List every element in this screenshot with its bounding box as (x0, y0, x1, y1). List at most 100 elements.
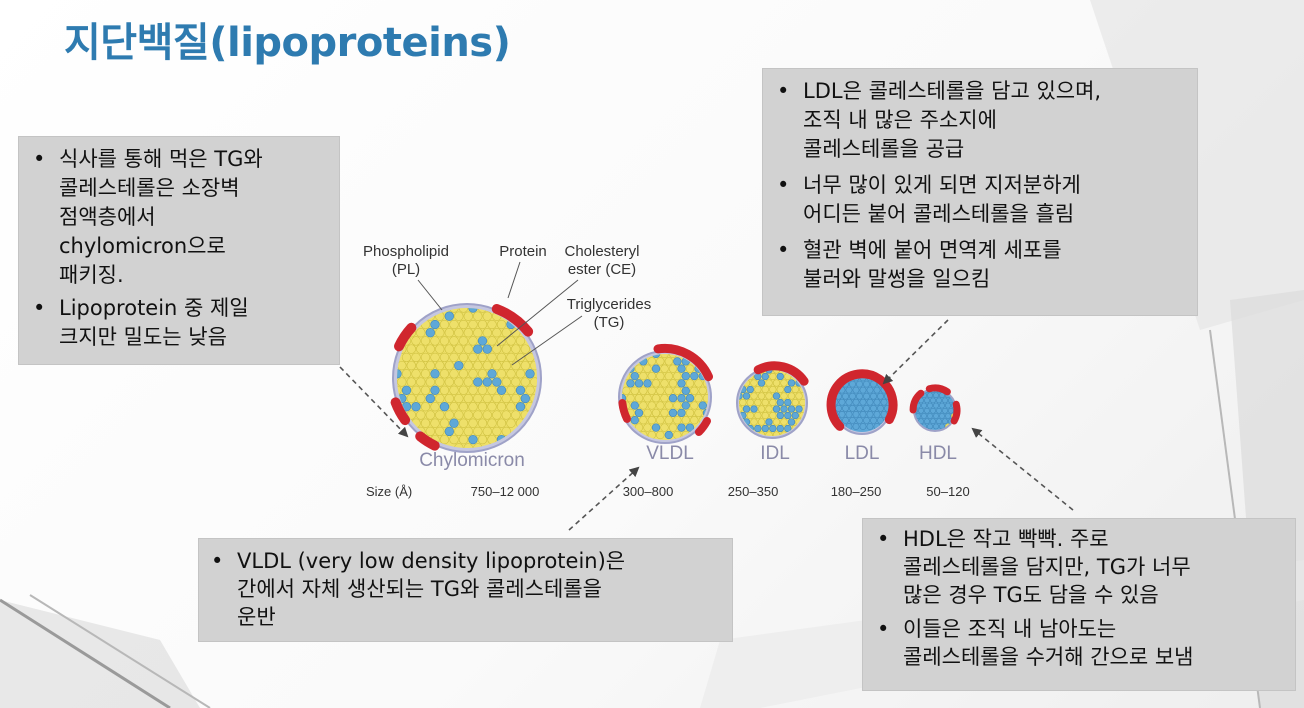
triglyceride-droplet (411, 336, 421, 346)
triglyceride-droplet (664, 371, 673, 381)
triglyceride-droplet (425, 360, 435, 371)
cholesteryl-ester-droplet (492, 377, 502, 387)
triglyceride-droplet (799, 398, 805, 407)
triglyceride-droplet (458, 336, 469, 346)
triglyceride-droplet (492, 393, 502, 404)
cholesteryl-ester-droplet (784, 398, 792, 407)
triglyceride-droplet (482, 311, 492, 321)
ldl-particle (826, 369, 898, 435)
cholesteryl-ester-droplet (842, 404, 849, 412)
triglyceride-droplet (765, 431, 773, 436)
cholesteryl-ester-droplet (852, 386, 860, 394)
triglyceride-droplet (473, 360, 483, 371)
cholesteryl-ester-droplet (780, 405, 788, 413)
triglyceride-droplet (660, 364, 669, 373)
triglyceride-droplet (673, 401, 682, 410)
triglyceride-droplet (477, 418, 488, 428)
cholesteryl-ester-droplet (685, 423, 695, 432)
cholesteryl-ester-droplet (856, 404, 863, 412)
triglyceride-droplet (506, 336, 516, 346)
triglyceride-droplet (439, 369, 450, 379)
triglyceride-droplet (765, 379, 773, 387)
ldl-callout: LDL은 콜레스테롤을 담고 있으며, 조직 내 많은 주소지에 콜레스테롤을 … (762, 68, 1198, 316)
callout-line: 콜레스테롤을 공급 (803, 137, 965, 161)
triglyceride-droplet (473, 410, 483, 420)
callout-bullet: 식사를 통해 먹은 TG와 콜레스테롤은 소장벽 점액층에서 chylomicr… (25, 145, 335, 290)
hdl-label: HDL (919, 443, 957, 464)
triglyceride-droplet (430, 418, 440, 428)
triglyceride-droplet (630, 386, 639, 395)
callout-line: 콜레스테롤을 수거해 간으로 보냄 (903, 645, 1194, 669)
cholesteryl-ester-droplet (838, 398, 846, 406)
triglyceride-droplet (435, 393, 445, 404)
cholesteryl-ester-droplet (750, 405, 758, 413)
triglyceride-droplet (656, 416, 665, 425)
cholesteryl-ester-droplet (681, 401, 690, 410)
cholesteryl-ester-droplet (473, 377, 483, 387)
triglyceride-droplet (468, 385, 478, 395)
triglyceride-droplet (496, 418, 507, 428)
triglyceride-droplet (647, 386, 656, 395)
cholesteryl-ester-droplet (918, 407, 924, 414)
triglyceride-droplet (406, 393, 416, 404)
idl-label: IDL (760, 443, 790, 464)
triglyceride-droplet (449, 319, 459, 330)
triglyceride-droplet (660, 423, 669, 432)
cholesteryl-ester-droplet (939, 413, 945, 419)
triglyceride-droplet (643, 394, 652, 403)
triglyceride-droplet (772, 431, 781, 436)
triglyceride-droplet (406, 377, 416, 387)
triglyceride-droplet (449, 385, 459, 395)
triglyceride-droplet (694, 394, 703, 403)
triglyceride-droplet (482, 393, 492, 404)
triglyceride-droplet (449, 336, 459, 346)
cholesteryl-ester-droplet (933, 392, 939, 399)
cholesteryl-ester-droplet (884, 404, 889, 412)
cholesteryl-ester-droplet (630, 371, 639, 381)
cholesteryl-ester-droplet (863, 416, 870, 424)
cholesteryl-ester-droplet (520, 393, 530, 404)
triglyceride-droplet (643, 364, 652, 373)
triglyceride-droplet (515, 352, 526, 363)
cholesteryl-ester-droplet (842, 416, 849, 424)
cholesteryl-ester-droplet (673, 357, 682, 366)
cholesteryl-ester-droplet (859, 386, 867, 394)
page-title: 지단백질(lipoproteins) (64, 20, 511, 66)
triglyceride-droplet (411, 352, 421, 363)
triglyceride-droplet (656, 401, 665, 410)
cholesteryl-ester-droplet (936, 407, 942, 414)
triglyceride-droplet (439, 352, 450, 363)
cholesteryl-ester-droplet (698, 401, 707, 410)
cholesteryl-ester-droplet (873, 398, 881, 406)
triglyceride-droplet (757, 418, 766, 426)
cholesteryl-ester-droplet (942, 407, 948, 414)
cholesteryl-ester-droplet (856, 380, 863, 388)
triglyceride-droplet (626, 394, 635, 403)
triglyceride-droplet (454, 328, 464, 338)
triglyceride-droplet (647, 416, 656, 425)
triglyceride-droplet (449, 369, 459, 379)
triglyceride-droplet (430, 352, 440, 363)
cholesteryl-ester-droplet (845, 398, 853, 406)
triglyceride-droplet (690, 416, 699, 425)
triglycerides-label: Triglycerides (567, 296, 651, 313)
triglyceride-droplet (761, 411, 769, 420)
arrow-to-vldl (568, 466, 640, 531)
cholesteryl-ester-droplet (515, 385, 526, 395)
triglyceride-droplet (473, 311, 483, 321)
cholesteryl-ester-droplet (933, 413, 939, 419)
triglyceride-droplet (487, 402, 497, 412)
cholesteryl-ester-droplet (939, 402, 945, 409)
cholesteryl-ester-droplet (784, 385, 792, 394)
triglyceride-droplet (694, 408, 703, 418)
triglyceride-droplet (487, 352, 497, 363)
triglyceride-droplet (761, 398, 769, 407)
triglyceride-droplet (639, 401, 648, 410)
triglyceride-droplet (520, 377, 530, 387)
cholesteryl-ester-droplet (930, 397, 936, 404)
triglyceride-droplet (397, 385, 402, 395)
triglyceride-droplet (468, 319, 478, 330)
triglyceride-droplet (444, 344, 454, 354)
triglyceride-droplet (482, 426, 492, 437)
cholesteryl-ester-droplet (870, 380, 877, 388)
